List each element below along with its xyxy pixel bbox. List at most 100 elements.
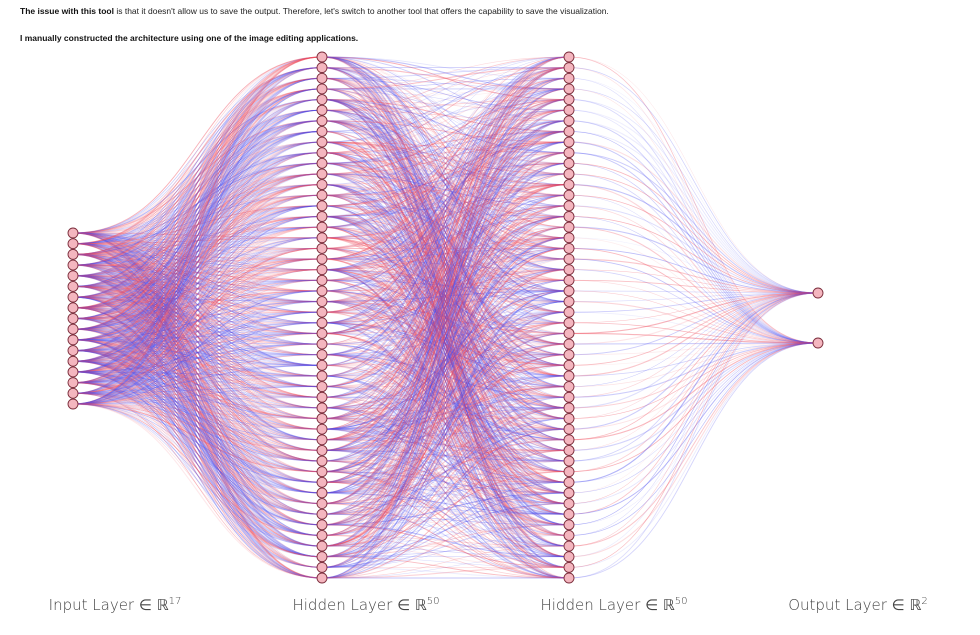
edge (321, 120, 570, 164)
edge (321, 120, 570, 568)
edge (72, 247, 323, 255)
edge (72, 371, 323, 377)
edge (72, 56, 323, 298)
edge (321, 269, 570, 420)
edge (72, 354, 323, 405)
edge (321, 130, 570, 228)
edge (321, 56, 570, 515)
edge (321, 460, 570, 483)
edge (72, 318, 323, 483)
edge (321, 130, 570, 207)
edge (72, 403, 323, 579)
neuron-node (316, 572, 328, 584)
edge (321, 322, 570, 334)
edge (321, 418, 570, 430)
edge (321, 545, 570, 558)
edge (72, 264, 323, 430)
edge (321, 88, 570, 271)
neuron-node (563, 317, 575, 329)
edge (321, 556, 570, 579)
neuron-node (563, 136, 575, 148)
edge (72, 152, 323, 341)
edge (321, 226, 570, 324)
edge (72, 328, 323, 526)
edge (321, 226, 570, 419)
edge (321, 301, 570, 377)
edge (321, 290, 570, 441)
edge (72, 339, 323, 505)
edge (72, 173, 323, 330)
edge (72, 258, 323, 298)
edge (568, 184, 819, 294)
edge (321, 56, 570, 143)
edge (72, 350, 323, 547)
edge (321, 67, 570, 494)
edge (321, 407, 570, 579)
edge (72, 269, 323, 287)
edge (321, 460, 570, 515)
edge (72, 77, 323, 352)
edge (321, 56, 570, 90)
edge (72, 205, 323, 266)
neuron-node (563, 115, 575, 127)
edge (321, 216, 570, 324)
edge (321, 173, 570, 409)
edge (321, 141, 570, 164)
edge (321, 131, 570, 196)
edge (72, 328, 323, 483)
edge (321, 120, 570, 505)
edge (568, 183, 819, 344)
edge (72, 311, 323, 319)
edge (321, 163, 570, 345)
edge (72, 286, 323, 430)
edge (72, 285, 323, 313)
edge (72, 350, 323, 505)
edge (72, 339, 323, 515)
edge (72, 307, 323, 526)
edge (72, 205, 323, 287)
edge (72, 301, 323, 373)
edge (321, 375, 570, 579)
edge (321, 375, 570, 430)
edge (321, 439, 570, 504)
edge (72, 243, 323, 334)
edge (72, 243, 323, 526)
edge (321, 269, 570, 377)
edge (321, 269, 570, 303)
edge (568, 292, 819, 377)
edge (321, 130, 570, 388)
edge (321, 56, 570, 324)
edge (321, 492, 570, 526)
edge (72, 184, 323, 245)
edge (321, 226, 570, 377)
edge (72, 67, 323, 245)
edge (72, 253, 323, 377)
edge (72, 253, 323, 430)
edge (321, 77, 570, 260)
edge (321, 67, 570, 334)
edge (321, 364, 570, 526)
edge (321, 88, 570, 302)
edge (72, 78, 323, 341)
edge (72, 275, 323, 324)
edge (321, 88, 570, 270)
edge (321, 120, 570, 217)
edge (321, 407, 570, 526)
edge (72, 120, 323, 298)
edge (72, 88, 323, 287)
edge (321, 88, 570, 154)
edge (72, 141, 323, 405)
edge (321, 162, 570, 441)
edge (321, 322, 570, 579)
edge (321, 88, 570, 366)
edge (321, 354, 570, 420)
neuron-node (316, 508, 328, 520)
neuron-node (563, 104, 575, 116)
edge (72, 285, 323, 441)
edge (72, 184, 323, 266)
edge (321, 88, 570, 281)
edge (321, 375, 570, 473)
edge (321, 99, 570, 228)
edge (321, 67, 570, 440)
edge (321, 98, 570, 568)
